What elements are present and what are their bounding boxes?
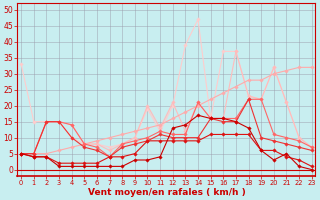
X-axis label: Vent moyen/en rafales ( km/h ): Vent moyen/en rafales ( km/h ) [88,188,245,197]
